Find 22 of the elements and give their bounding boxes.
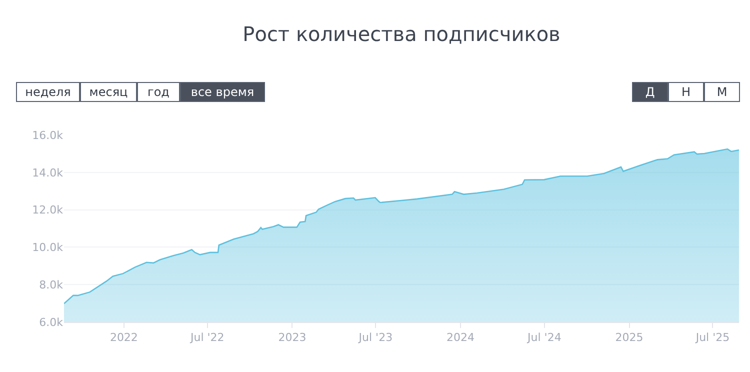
x-tick-label: 2023 [278, 331, 306, 344]
y-tick-label: 12.0k [32, 204, 64, 217]
text: неделя [25, 85, 71, 99]
y-tick-label: 14.0k [32, 166, 64, 180]
y-tick-label: 6.0k [39, 316, 64, 329]
x-tick-label: 2022 [110, 331, 138, 344]
text: месяц [89, 85, 128, 99]
chart-title: Рост количества подписчиков [242, 22, 560, 46]
text: все время [190, 85, 254, 99]
x-tick-label: Jul '25 [694, 331, 730, 344]
x-tick-label: Jul '24 [526, 331, 562, 344]
x-tick-label: 2025 [615, 331, 644, 344]
y-tick-label: 16.0k [32, 128, 64, 142]
y-tick-label: 8.0k [39, 278, 64, 292]
y-tick-label: 10.0k [32, 241, 64, 254]
text: М [716, 85, 728, 99]
text: Д [645, 85, 655, 99]
text: Н [681, 85, 691, 99]
x-tick-label: 2024 [446, 331, 475, 344]
x-tick-label: Jul '22 [189, 331, 224, 344]
text: год [148, 85, 170, 99]
x-tick-label: Jul '23 [358, 331, 393, 344]
